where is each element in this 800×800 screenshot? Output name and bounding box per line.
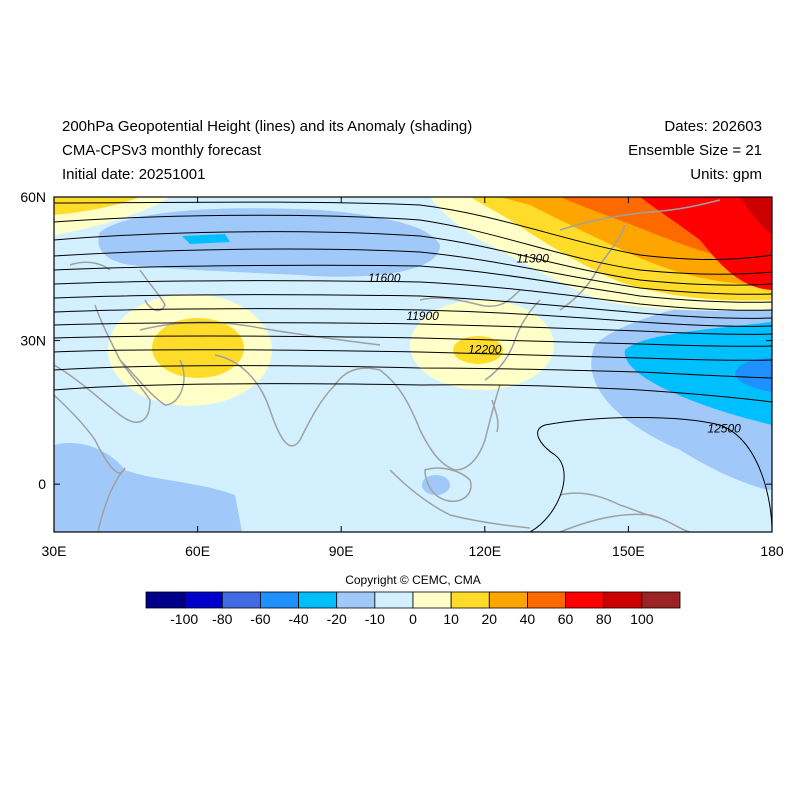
colorbar-label: -100 — [170, 611, 199, 627]
lat-tick-label: 30N — [20, 333, 46, 349]
lon-tick-label: 120E — [468, 543, 501, 559]
colorbar-swatch — [603, 591, 643, 609]
colorbar-label: 80 — [595, 611, 612, 627]
colorbar-label: 10 — [443, 611, 459, 627]
initial-date: Initial date: 20251001 — [62, 166, 206, 183]
lon-tick-label: 150E — [612, 543, 645, 559]
colorbar-label: 60 — [557, 611, 574, 627]
svg-text:11300: 11300 — [516, 252, 549, 266]
model-name: CMA-CPSv3 monthly forecast — [62, 142, 262, 159]
colorbar-label: 0 — [409, 611, 417, 627]
lon-tick-label: 30E — [42, 543, 67, 559]
colorbar-swatch — [412, 591, 452, 609]
lon-tick-label: 90E — [329, 543, 354, 559]
contour-labels: 11300 11600 11900 12200 12500 — [368, 252, 741, 436]
colorbar-swatch — [221, 591, 261, 609]
height-contours — [54, 201, 772, 532]
colorbar-swatch — [145, 591, 185, 609]
contour-label: 12500 — [707, 422, 741, 436]
contour-label: 12200 — [468, 343, 502, 357]
contour-label: 11600 — [368, 271, 401, 285]
colorbar-label: -80 — [212, 611, 233, 627]
contour-label: 11900 — [406, 309, 439, 323]
colorbar-swatch — [336, 591, 376, 609]
map-frame — [53, 196, 773, 533]
lon-tick-label: 60E — [185, 543, 210, 559]
axis-ticks: 60N 30N 0 30E 60E 90E 120E 150E 180 — [20, 189, 784, 559]
svg-text:12200: 12200 — [468, 343, 502, 357]
colorbar — [145, 591, 681, 609]
lat-tick-label: 0 — [38, 476, 46, 492]
copyright: Copyright © CEMC, CMA — [345, 573, 481, 587]
colorbar-label: -60 — [250, 611, 271, 627]
coastlines — [54, 199, 721, 532]
colorbar-label: 100 — [630, 611, 654, 627]
colorbar-swatch — [641, 591, 681, 609]
colorbar-label: -20 — [326, 611, 347, 627]
lon-tick-label: 180 — [760, 543, 784, 559]
colorbar-swatch — [565, 591, 605, 609]
svg-text:12500: 12500 — [707, 422, 741, 436]
forecast-dates: Dates: 202603 — [664, 118, 762, 135]
lat-tick-label: 60N — [20, 189, 46, 205]
map-title: 200hPa Geopotential Height (lines) and i… — [62, 118, 473, 135]
colorbar-label: -40 — [288, 611, 309, 627]
colorbar-swatch — [260, 591, 299, 609]
colorbar-swatch — [374, 591, 414, 609]
svg-text:11900: 11900 — [406, 309, 439, 323]
svg-text:11600: 11600 — [368, 271, 401, 285]
colorbar-label: 40 — [519, 611, 536, 627]
colorbar-label: 20 — [481, 611, 498, 627]
colorbar-swatch — [527, 591, 566, 609]
ensemble-size: Ensemble Size = 21 — [628, 142, 762, 159]
contour-label: 11300 — [516, 252, 549, 266]
units-label: Units: gpm — [690, 166, 762, 183]
anomaly-shading — [54, 197, 772, 532]
colorbar-swatch — [298, 591, 338, 609]
colorbar-swatch — [183, 591, 223, 609]
colorbar-label: -10 — [364, 611, 385, 627]
colorbar-swatch — [450, 591, 490, 609]
colorbar-swatch — [488, 591, 528, 609]
